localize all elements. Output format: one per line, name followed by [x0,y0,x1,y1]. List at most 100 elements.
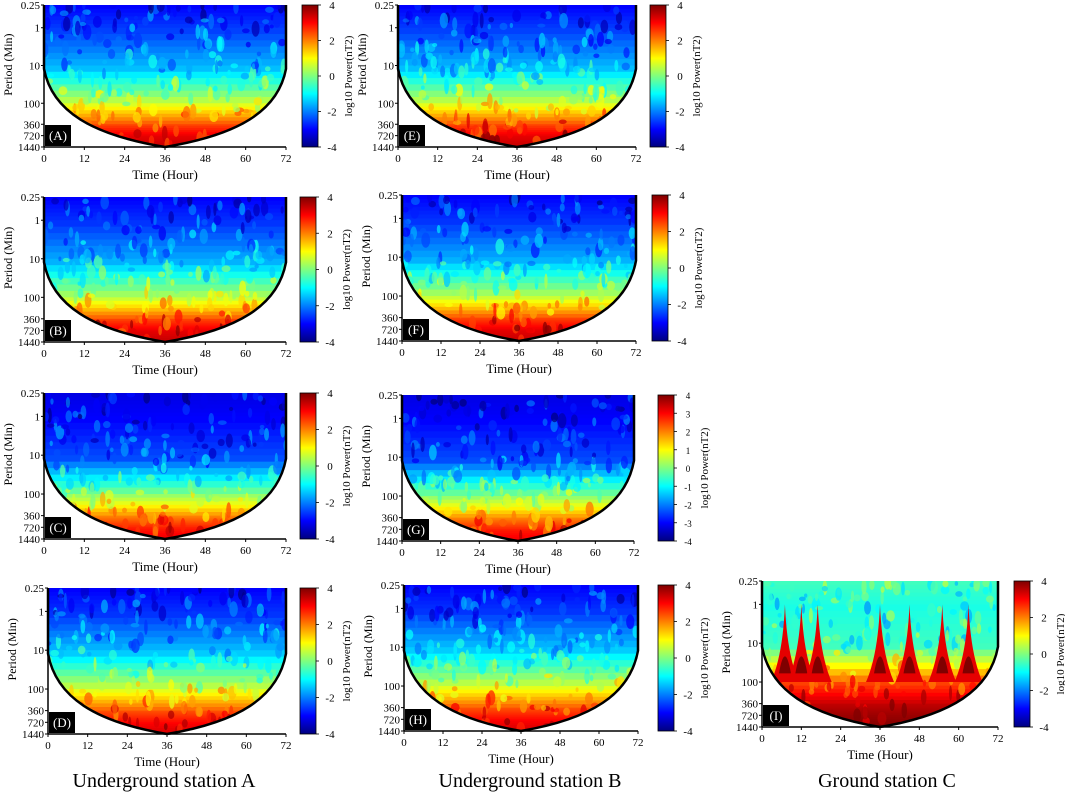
power-blob [619,707,625,720]
power-blob [76,715,86,720]
power-blob [146,204,155,218]
power-blob [609,711,613,718]
power-band [48,624,286,632]
power-blob [589,635,595,649]
power-blob [155,53,160,61]
power-blob [522,263,527,277]
power-blob [772,631,778,644]
power-blob [526,693,531,704]
power-band [44,481,286,489]
x-axis-label: Time (Hour) [484,167,550,182]
power-band [402,506,634,512]
power-blob [88,325,98,334]
power-blob [442,228,448,238]
power-blob [132,599,141,608]
panel-label-text: (A) [49,128,67,143]
x-tick-label: 36 [162,740,174,752]
power-blob [433,414,443,423]
power-blob [274,503,283,514]
power-blob [77,67,82,84]
power-blob [130,622,140,628]
power-band [398,103,636,108]
y-tick-label: 1440 [18,142,41,154]
power-blob [442,624,446,630]
power-blob [483,491,492,497]
power-blob [570,414,578,427]
power-blob [404,195,411,203]
power-blob [418,405,425,412]
power-blob [196,429,205,443]
power-blob [167,237,176,250]
power-band [48,611,286,619]
power-blob [920,689,927,706]
power-blob [515,636,520,642]
power-blob [135,489,145,496]
power-band [44,278,286,286]
power-band [44,412,286,417]
power-blob [158,201,163,213]
power-band [48,718,286,721]
power-blob [945,629,950,642]
power-blob [520,317,527,328]
power-blob [61,278,69,284]
power-blob [770,690,777,704]
power-blob [257,657,264,670]
power-blob [202,28,209,41]
power-blob [247,688,252,700]
power-band [44,23,286,29]
power-blob [889,698,895,712]
power-blob [220,318,227,325]
power-blob [503,301,509,308]
y-tick-label: 10 [33,645,45,657]
power-blob [563,226,572,232]
power-blob [157,56,167,70]
power-blob [123,81,132,93]
power-blob [466,627,474,636]
power-band [48,599,286,605]
power-blob [96,211,102,225]
power-blob [440,654,448,663]
panel-label: (I) [763,705,789,726]
power-blob [611,417,621,431]
power-band [44,531,286,534]
power-blob [510,479,519,485]
power-blob [253,203,260,217]
power-blob [864,601,872,615]
power-blob [587,105,596,117]
power-blob [508,278,518,292]
power-blob [65,5,74,14]
power-blob [967,699,973,714]
power-blob [798,603,803,609]
power-blob [542,418,548,427]
power-blob [188,694,196,708]
power-blob [145,691,152,707]
power-band [398,20,636,25]
power-blob [516,721,526,731]
power-blob [426,195,433,203]
power-blob [237,471,247,481]
power-band [404,679,638,687]
power-blob [581,718,591,731]
colorbar-tick-label: 4 [686,391,691,401]
power-band [44,34,286,41]
power-blob [188,648,195,663]
power-blob [124,423,134,433]
power-blob [613,6,620,15]
power-blob [132,114,141,121]
power-blob [623,47,630,59]
power-blob [151,5,161,15]
power-blob [263,700,269,715]
power-blob [579,467,583,483]
power-blob [414,615,419,628]
power-blob [471,124,480,136]
power-blob [150,414,157,427]
power-band [48,656,286,664]
power-blob [152,526,159,539]
power-blob [230,63,239,69]
power-blob [504,403,510,419]
power-band [44,474,286,482]
y-tick-label: 360 [382,513,399,525]
power-band [48,682,286,690]
x-tick-label: 48 [200,545,212,557]
